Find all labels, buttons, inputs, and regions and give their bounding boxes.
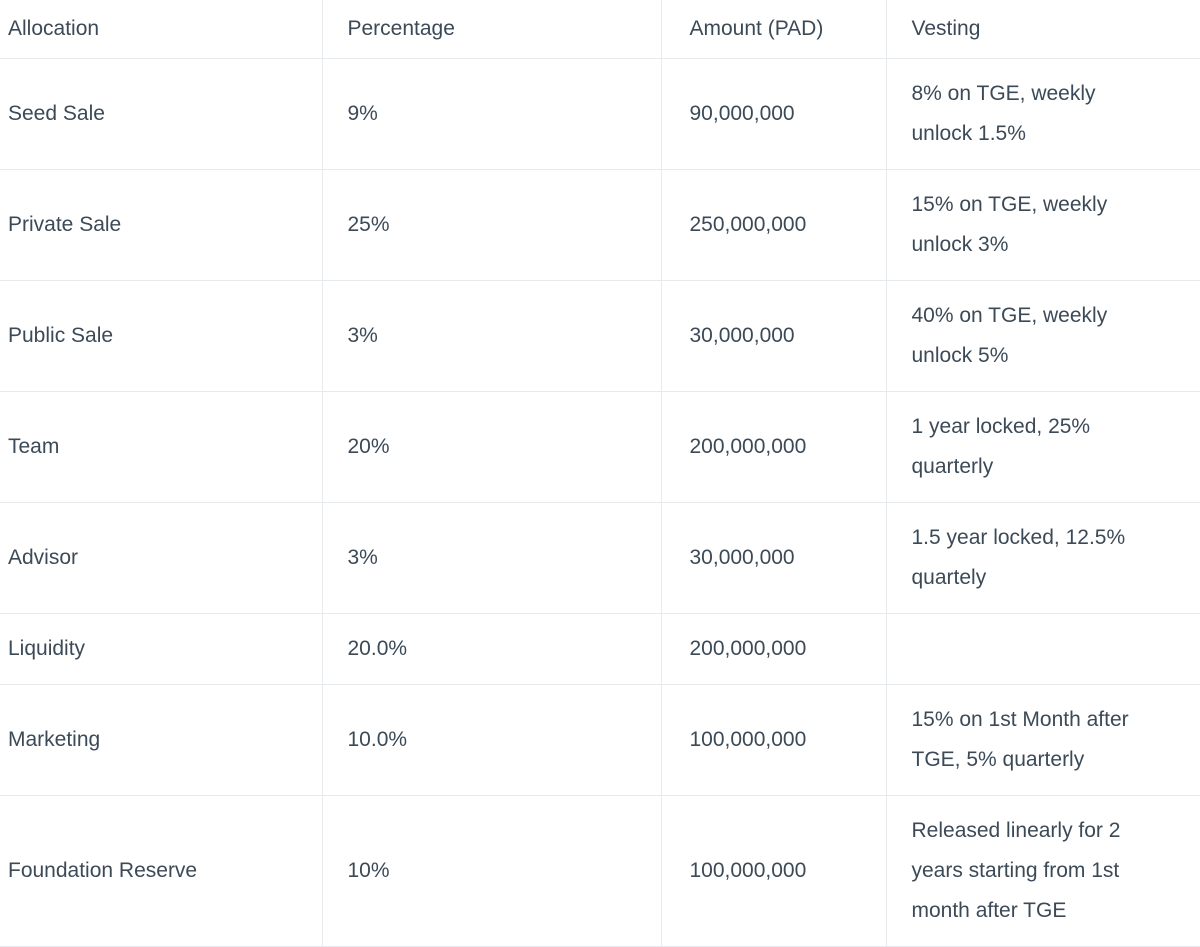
column-header-amount: Amount (PAD) [660, 0, 886, 59]
table-row: Marketing 10.0% 100,000,000 15% on 1st Mont… [0, 684, 1200, 796]
cell-vesting: Released linearly for 2 years starting f… [885, 795, 1200, 947]
column-header-vesting: Vesting [885, 0, 1200, 59]
table-row: Advisor 3% 30,000,000 1.5 year locked, 12.5… [0, 502, 1200, 614]
cell-percentage: 3% [321, 280, 661, 392]
cell-percentage: 25% [321, 169, 661, 281]
cell-allocation: Private Sale [0, 169, 322, 281]
table-row: Team 20% 200,000,000 1 year locked, 25% qua… [0, 391, 1200, 503]
cell-vesting: 1 year locked, 25% quarterly [885, 391, 1200, 503]
cell-allocation: Marketing [0, 684, 322, 796]
cell-percentage: 10.0% [321, 684, 661, 796]
cell-vesting: 8% on TGE, weekly unlock 1.5% [885, 58, 1200, 170]
cell-amount: 200,000,000 [660, 391, 886, 503]
table-row: Seed Sale 9% 90,000,000 8% on TGE, weekly u… [0, 58, 1200, 170]
cell-allocation: Team [0, 391, 322, 503]
cell-allocation: Public Sale [0, 280, 322, 392]
cell-amount: 30,000,000 [660, 502, 886, 614]
cell-percentage: 20.0% [321, 613, 661, 685]
table-row: Liquidity 20.0% 200,000,000 [0, 613, 1200, 685]
column-header-allocation: Allocation [0, 0, 322, 59]
cell-allocation: Seed Sale [0, 58, 322, 170]
cell-allocation: Advisor [0, 502, 322, 614]
table-row: Public Sale 3% 30,000,000 40% on TGE, weekl… [0, 280, 1200, 392]
table-row: Private Sale 25% 250,000,000 15% on TGE, we… [0, 169, 1200, 281]
cell-vesting: 15% on 1st Month after TGE, 5% quarterly [885, 684, 1200, 796]
cell-amount: 100,000,000 [660, 795, 886, 947]
cell-vesting [885, 613, 1200, 685]
cell-amount: 200,000,000 [660, 613, 886, 685]
table-row: Foundation Reserve 10% 100,000,000 Released… [0, 795, 1200, 947]
cell-percentage: 10% [321, 795, 661, 947]
cell-vesting: 15% on TGE, weekly unlock 3% [885, 169, 1200, 281]
cell-percentage: 9% [321, 58, 661, 170]
cell-vesting: 1.5 year locked, 12.5% quartely [885, 502, 1200, 614]
header-row: Allocation Percentage Amount (PAD) Vesti… [0, 0, 1200, 59]
cell-allocation: Foundation Reserve [0, 795, 322, 947]
cell-percentage: 3% [321, 502, 661, 614]
cell-amount: 30,000,000 [660, 280, 886, 392]
cell-amount: 90,000,000 [660, 58, 886, 170]
table-header: Allocation Percentage Amount (PAD) Vesti… [0, 0, 1200, 59]
column-header-percentage: Percentage [321, 0, 661, 59]
cell-allocation: Liquidity [0, 613, 322, 685]
cell-amount: 100,000,000 [660, 684, 886, 796]
cell-amount: 250,000,000 [660, 169, 886, 281]
table-body: Seed Sale 9% 90,000,000 8% on TGE, weekly u… [0, 58, 1200, 947]
cell-percentage: 20% [321, 391, 661, 503]
cell-vesting: 40% on TGE, weekly unlock 5% [885, 280, 1200, 392]
